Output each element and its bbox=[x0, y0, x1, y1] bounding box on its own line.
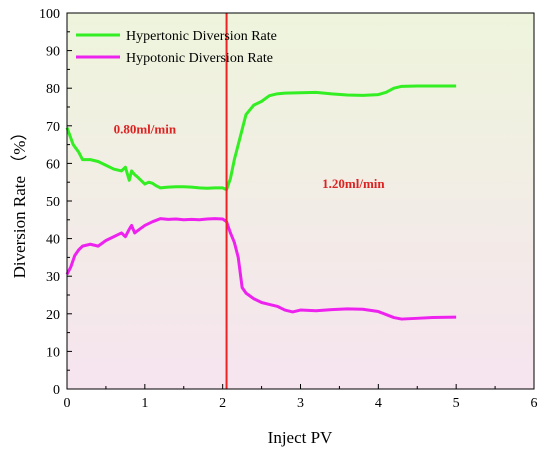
y-tick-label: 0 bbox=[53, 383, 60, 398]
y-tick-label: 30 bbox=[46, 270, 60, 285]
y-tick-label: 40 bbox=[46, 233, 60, 248]
y-axis-title: Diversion Rate （%） bbox=[10, 124, 29, 279]
y-tick-label: 100 bbox=[39, 7, 60, 22]
series-line-hypertonic bbox=[65, 84, 457, 192]
x-tick-label: 0 bbox=[64, 396, 71, 411]
x-tick-label: 6 bbox=[531, 396, 538, 411]
x-axis-title: Inject PV bbox=[268, 428, 333, 447]
legend-label-hypertonic: Hypertonic Diversion Rate bbox=[126, 29, 277, 44]
y-tick-label: 10 bbox=[46, 345, 60, 360]
y-tick-label: 20 bbox=[46, 308, 60, 323]
annotation-rate-before: 0.80ml/min bbox=[114, 121, 177, 136]
x-tick-label: 3 bbox=[297, 396, 304, 411]
series-layer bbox=[65, 84, 457, 321]
legend: Hypertonic Diversion Rate Hypotonic Dive… bbox=[76, 29, 277, 66]
x-tick-label: 5 bbox=[453, 396, 460, 411]
y-tick-label: 80 bbox=[46, 82, 60, 97]
y-tick-label: 70 bbox=[46, 120, 60, 135]
x-tick-label: 4 bbox=[375, 396, 382, 411]
x-tick-label: 2 bbox=[219, 396, 226, 411]
x-tick-label: 1 bbox=[141, 396, 148, 411]
plot-background bbox=[67, 13, 534, 389]
y-tick-label: 50 bbox=[46, 195, 60, 210]
series-line-hypotonic bbox=[65, 217, 457, 321]
y-tick-label: 90 bbox=[46, 45, 60, 60]
y-tick-label: 60 bbox=[46, 157, 60, 172]
legend-label-hypotonic: Hypotonic Diversion Rate bbox=[126, 51, 273, 66]
annotation-rate-after: 1.20ml/min bbox=[322, 176, 385, 191]
